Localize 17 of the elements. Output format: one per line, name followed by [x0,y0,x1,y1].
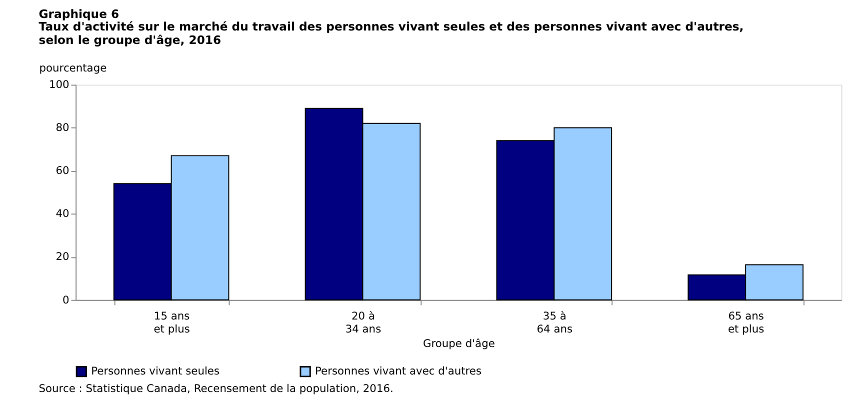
legend-label: Personnes vivant avec d'autres [315,364,482,378]
y-tick-label: 20 [56,250,70,264]
x-axis-title: Groupe d'âge [422,336,495,350]
chart-title: Graphique 6 [38,6,120,21]
source-note: Source : Statistique Canada, Recensement de la population, 2016. [38,382,394,395]
legend-label: Personnes vivant seules [91,364,220,378]
chart-subtitle: Taux d'activité sur le marché du travail des personnes vivant seules et des personnes vivant avec d'autres, selon le groupe d'âge, 2016 [38,19,744,47]
y-axis-title: pourcentage [39,62,107,75]
y-tick-label: 80 [56,121,70,134]
y-tick-label: 40 [56,207,70,220]
x-tick-label: 20 à 34 ans [345,310,382,336]
x-tick-label: 65 ans et plus [728,310,765,336]
y-tick-label: 100 [48,78,70,92]
y-tick-label: 0 [62,293,70,306]
x-tick-label: 35 à 64 ans [536,310,573,336]
x-tick-label: 15 ans et plus [154,310,190,336]
y-tick-label: 60 [56,164,70,178]
